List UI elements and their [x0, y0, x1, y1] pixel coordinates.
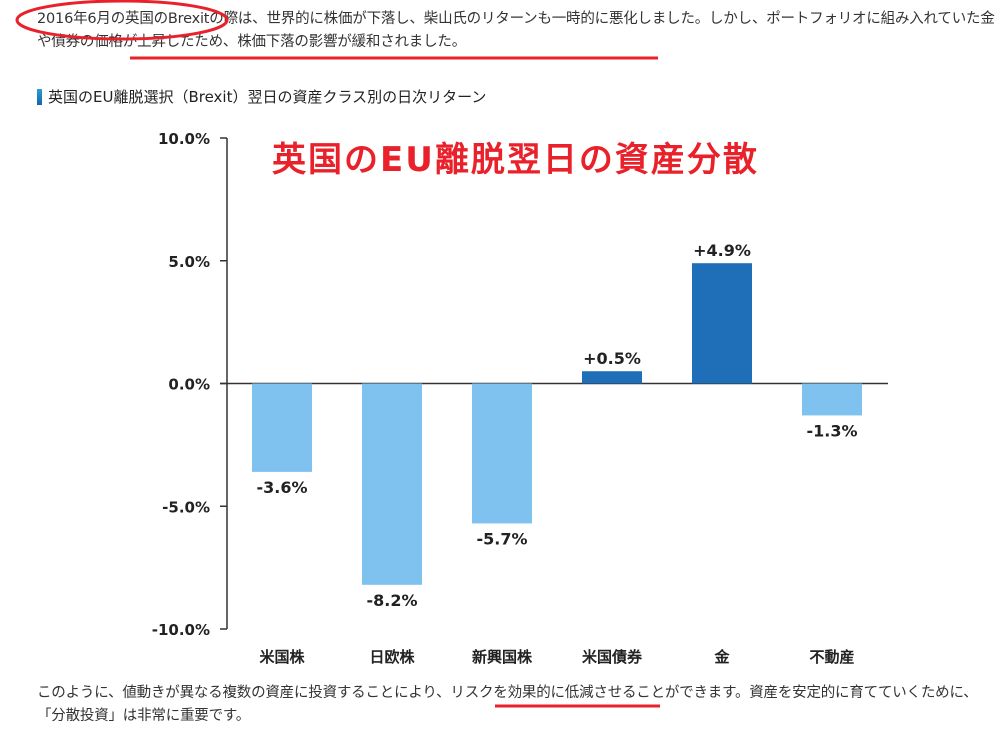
section-title-text: 英国のEU離脱選択（Brexit）翌日の資産クラス別の日次リターン [48, 88, 487, 106]
bar-新興国株 [472, 383, 532, 524]
category-label: 米国債券 [582, 648, 643, 666]
category-label: 金 [713, 648, 730, 666]
bar-不動産 [802, 383, 862, 416]
category-label: 日欧株 [369, 648, 415, 666]
category-label: 不動産 [809, 648, 854, 666]
data-label: -1.3% [806, 421, 857, 440]
bar-group: -3.6% -8.2% -5.7% +0.5% +4.9% -1.3% [252, 241, 862, 610]
data-label: +4.9% [693, 241, 751, 260]
brexit-circle-annotation [15, 0, 229, 41]
section-title: 英国のEU離脱選択（Brexit）翌日の資産クラス別の日次リターン [37, 86, 486, 107]
bar-米国株 [252, 383, 312, 472]
bar-米国債券 [582, 371, 642, 384]
chart-overlay-title: 英国のEU離脱翌日の資産分散 [272, 140, 759, 180]
data-label: -5.7% [476, 529, 527, 548]
category-label: 米国株 [259, 648, 305, 666]
title-marker-icon [37, 88, 42, 105]
bar-日欧株 [362, 383, 422, 585]
y-tick-label: -10.0% [152, 621, 210, 639]
category-label: 新興国株 [472, 648, 533, 666]
y-tick-label: 5.0% [168, 253, 210, 271]
y-tick-label: -5.0% [162, 498, 210, 516]
bar-金 [692, 263, 752, 384]
data-label: -8.2% [366, 591, 417, 610]
category-labels: 米国株 日欧株 新興国株 米国債券 金 不動産 [259, 648, 854, 666]
data-label: -3.6% [256, 478, 307, 497]
outro-paragraph: このように、値動きが異なる複数の資産に投資することにより、リスクを効果的に低減さ… [37, 685, 978, 724]
y-tick-label: 10.0% [158, 130, 210, 148]
data-label: +0.5% [583, 349, 641, 368]
y-axis-ticks: 10.0% 5.0% 0.0% -5.0% -10.0% [152, 130, 227, 639]
y-tick-label: 0.0% [168, 376, 210, 394]
